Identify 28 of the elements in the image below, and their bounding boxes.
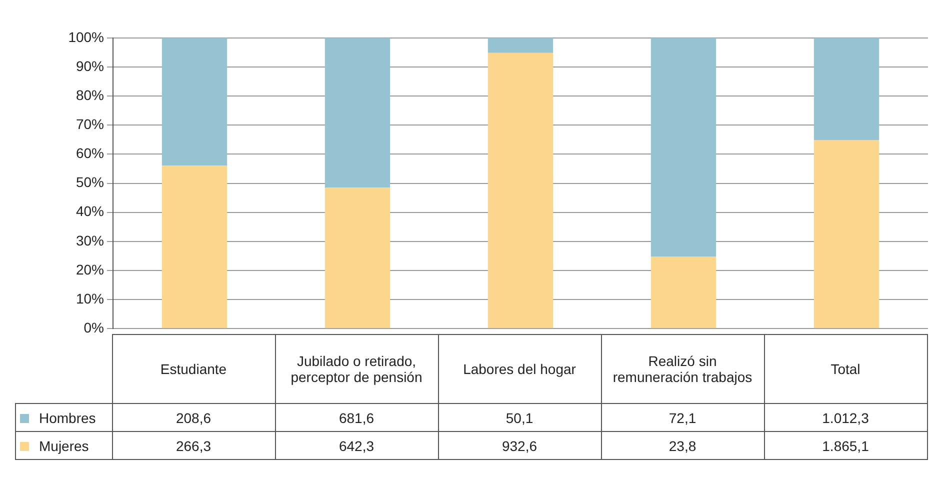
y-tick-label: 60%: [76, 145, 104, 162]
y-tick-label: 80%: [76, 86, 104, 103]
x-tick-label: Realizó sin remuneración trabajos: [601, 334, 764, 404]
x-tick-label: Jubilado o retirado, perceptor de pensión: [275, 334, 438, 404]
text: 1.012,3: [764, 404, 927, 432]
x-tick-label: Total: [764, 334, 927, 404]
legend-label: Hombres: [16, 404, 112, 432]
y-tick-label: 0%: [84, 319, 104, 336]
legend-label: Mujeres: [16, 432, 112, 460]
text: 932,6: [438, 432, 601, 460]
text: 208,6: [112, 404, 275, 432]
y-tick-label: 30%: [76, 232, 104, 248]
x-tick-label: Labores del hogar: [438, 334, 601, 404]
text: 1.865,1: [764, 432, 927, 460]
y-tick-label: 50%: [76, 174, 104, 190]
text: 72,1: [601, 404, 764, 432]
y-tick-label: 20%: [76, 261, 104, 278]
y-tick-label: 40%: [76, 203, 104, 220]
text: 642,3: [275, 432, 438, 460]
y-tick-label: 10%: [76, 290, 104, 306]
y-tick-label: 90%: [76, 58, 104, 74]
text: 50,1: [438, 404, 601, 432]
y-tick-label: 70%: [76, 116, 104, 132]
text: 266,3: [112, 432, 275, 460]
text: 23,8: [601, 432, 764, 460]
y-tick-label: 100%: [68, 28, 104, 45]
x-tick-label: Estudiante: [112, 334, 275, 404]
text: 681,6: [275, 404, 438, 432]
